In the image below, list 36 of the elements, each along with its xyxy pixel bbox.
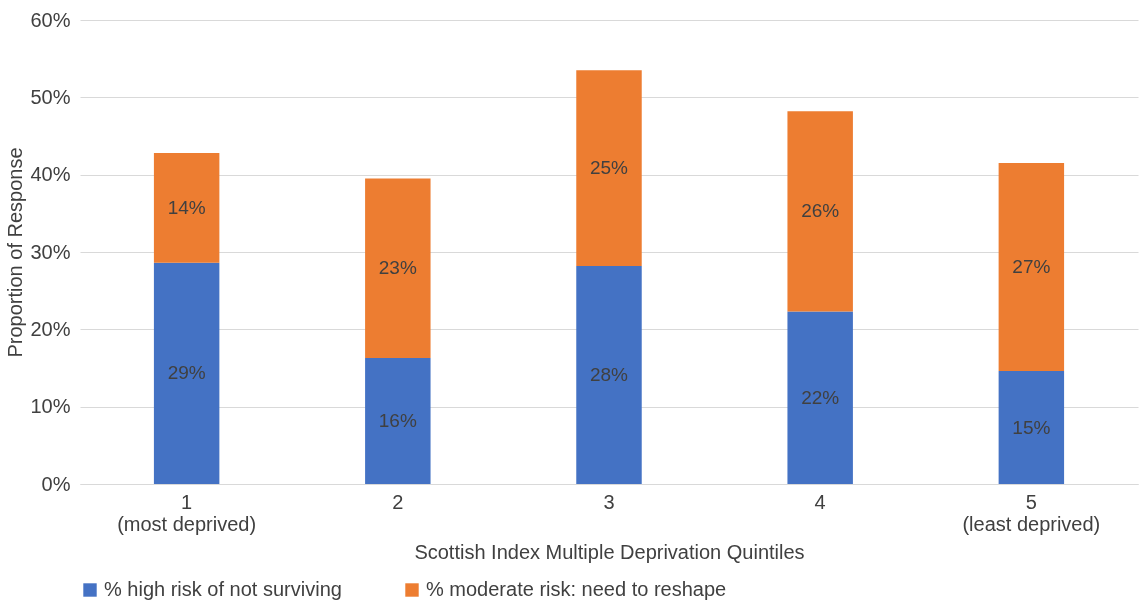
x-tick-label: 3 (603, 490, 615, 513)
data-label: 15% (1012, 416, 1051, 438)
x-tick-label: 2 (392, 490, 404, 513)
bar (787, 111, 853, 312)
legend-label: % moderate risk: need to reshape (426, 578, 727, 600)
data-label: 25% (589, 157, 629, 179)
bar (365, 178, 431, 358)
y-tick-label: 40% (30, 163, 71, 186)
bar (153, 262, 220, 484)
x-tick-label: 5 (least deprived) (962, 490, 1101, 535)
bar (576, 70, 642, 266)
bar (365, 357, 431, 484)
data-label: 28% (589, 363, 629, 385)
bar (787, 311, 853, 484)
data-label: 22% (801, 386, 840, 408)
data-label: 29% (167, 362, 206, 384)
x-tick-label: 4 (814, 490, 826, 513)
bar (998, 371, 1065, 484)
bar (576, 265, 642, 484)
y-tick-label: 30% (30, 240, 71, 263)
x-axis-title: Scottish Index Multiple Deprivation Quintiles (414, 540, 805, 563)
y-tick-label: 60% (30, 8, 71, 31)
data-label: 16% (378, 409, 417, 431)
bar (998, 163, 1065, 372)
data-label: 27% (1012, 256, 1051, 278)
data-label: 26% (801, 200, 840, 222)
x-tick-label: 1 (most deprived) (117, 490, 257, 535)
y-tick-label: 10% (30, 395, 71, 418)
y-tick-label: 20% (30, 317, 71, 340)
y-tick-label: 0% (41, 472, 71, 495)
y-axis-title: Proportion of Response (4, 147, 27, 358)
data-label: 23% (378, 257, 417, 279)
legend-label: % high risk of not surviving (104, 578, 342, 600)
y-tick-label: 50% (30, 85, 71, 108)
data-label: 14% (167, 196, 206, 218)
bar (153, 153, 220, 263)
